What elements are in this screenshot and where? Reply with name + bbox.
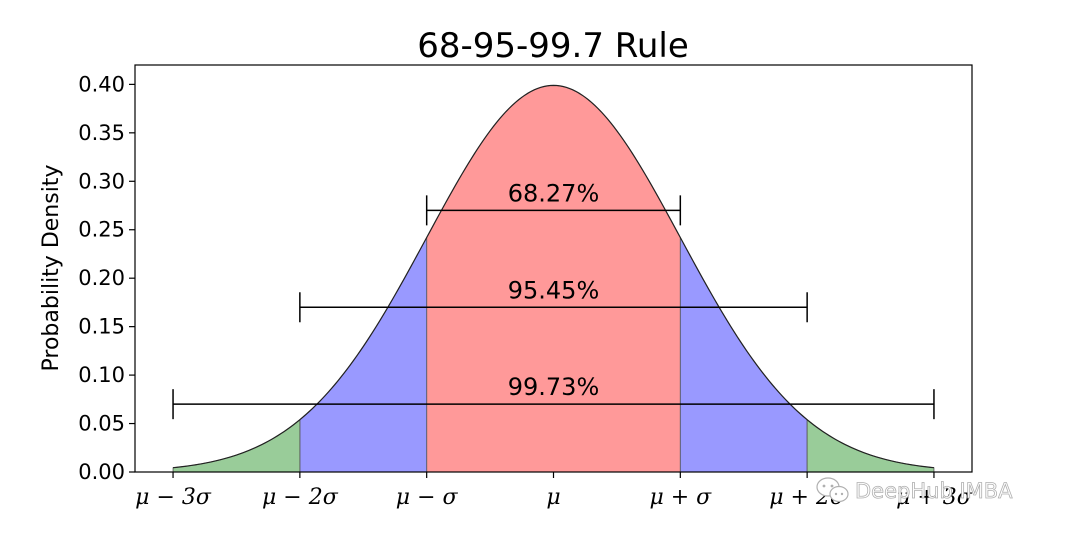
y-tick-label: 0.00 [78, 460, 125, 484]
region-4 [806, 418, 935, 473]
x-tick-label: μ − σ [396, 485, 459, 510]
y-tick-label: 0.25 [78, 218, 125, 242]
region-3 [172, 418, 301, 473]
x-tick-label: μ + σ [649, 485, 712, 510]
x-tick-label: μ [546, 485, 560, 510]
y-tick-label: 0.15 [78, 315, 125, 339]
wechat-icon [816, 477, 849, 503]
y-tick-label: 0.35 [78, 121, 125, 145]
interval-1: 95.45% [299, 276, 808, 323]
interval-label: 99.73% [508, 373, 600, 401]
interval-2: 99.73% [172, 373, 935, 420]
watermark-text: DeepHub IMBA [855, 479, 1013, 503]
interval-label: 68.27% [508, 179, 600, 207]
y-tick-label: 0.40 [78, 72, 125, 96]
y-tick-label: 0.30 [78, 169, 125, 193]
chart-title: 68-95-99.7 Rule [417, 26, 689, 66]
x-tick-label: μ + 3σ [896, 485, 973, 510]
y-axis-label: Probability Density [39, 165, 64, 372]
y-tick-label: 0.20 [78, 266, 125, 290]
x-tick-label: μ − 3σ [135, 485, 212, 510]
watermark: DeepHub IMBA [816, 477, 1014, 503]
x-tick-label: μ − 2σ [262, 485, 339, 510]
interval-brackets: 68.27% 95.45% 99.73% [172, 179, 935, 420]
interval-0: 68.27% [425, 179, 682, 226]
y-tick-label: 0.10 [78, 363, 125, 387]
y-axis: 0.00 0.05 0.10 0.15 0.20 0.25 0.30 0.35 0.40 [78, 72, 135, 484]
density-curve [172, 84, 935, 469]
y-tick-label: 0.05 [78, 412, 125, 436]
interval-label: 95.45% [508, 276, 600, 304]
